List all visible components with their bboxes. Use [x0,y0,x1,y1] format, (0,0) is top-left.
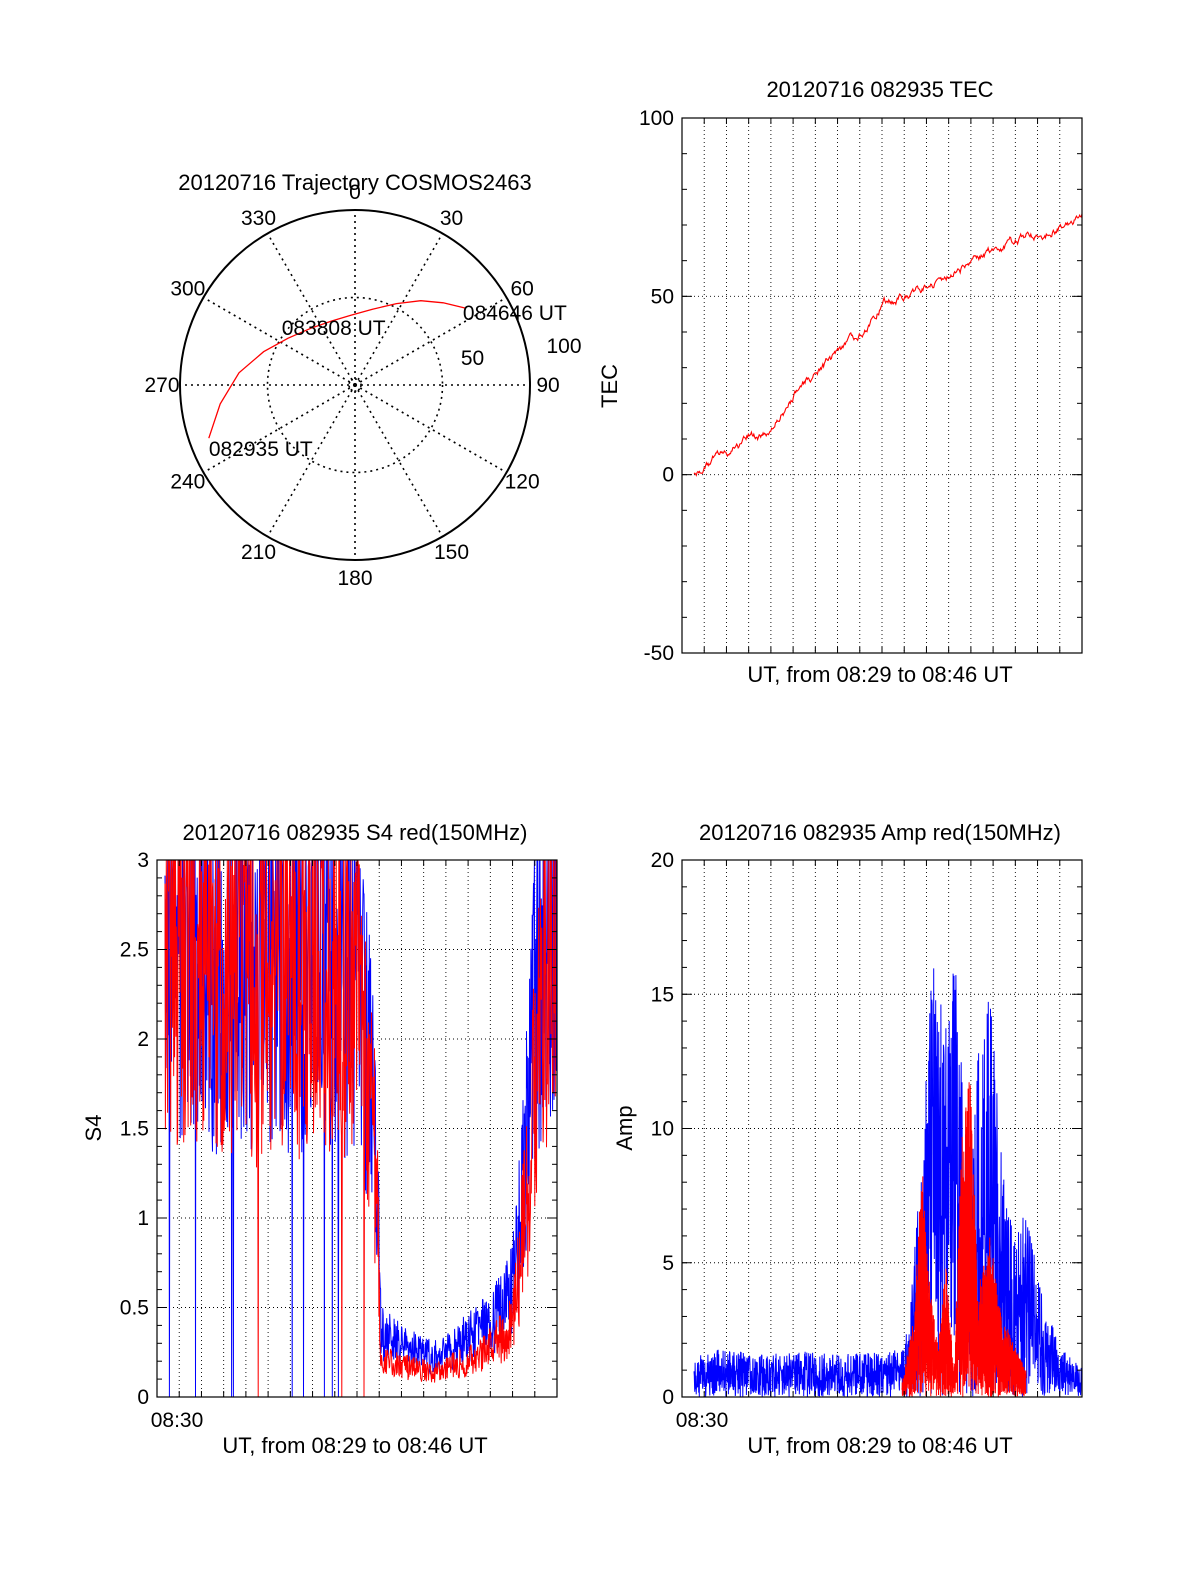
x-axis-label: UT, from 08:29 to 08:46 UT [747,662,1012,687]
y-tick-label: 15 [651,983,674,1006]
x-tick-label: 08:30 [676,1409,729,1432]
polar-radial-tick-label: 50 [461,347,484,370]
y-tick-label: 0.5 [120,1297,149,1320]
polar-grid-ring [266,296,444,474]
chart-title: 20120716 082935 S4 red(150MHz) [183,820,528,845]
polar-angle-tick-label: 270 [144,374,179,397]
x-axis-label: UT, from 08:29 to 08:46 UT [747,1433,1012,1458]
polar-angle-tick-label: 120 [505,471,540,494]
series [693,968,1083,1398]
polar-angle-tick-label: 0 [349,181,361,204]
y-tick-labels: -50 0 50 100 [639,107,674,665]
polar-grid-spoke [266,233,356,386]
polar-angle-tick-label: 150 [434,541,469,564]
amp-chart: 20120716 082935 Amp red(150MHz) 0 5 10 15 20… [612,820,1083,1458]
polar-angle-tick-label: 90 [536,374,559,397]
y-tick-label: 5 [662,1252,674,1275]
x-axis-label: UT, from 08:29 to 08:46 UT [222,1433,487,1458]
polar-trajectory-line [208,300,466,439]
polar-tick-labels: 0 30 60 90 120 150 180 210 240 270 300 330 50 100 [144,181,581,590]
polar-grid-spoke [354,233,444,386]
y-tick-label: 2.5 [120,939,149,962]
s4-chart: 20120716 082935 S4 red(150MHz) 0 0.5 1 1.5 2… [81,820,558,1458]
y-tick-label: 20 [651,849,674,872]
x-tick-labels: 08:30 [151,1409,204,1432]
series-line [693,213,1083,477]
series-line [901,1082,1027,1398]
polar-angle-tick-label: 300 [170,278,205,301]
polar-time-annotation: 084646 UT [463,302,567,325]
polar-angle-tick-label: 210 [241,541,276,564]
polar-series [208,300,466,439]
y-tick-label: 0 [662,1386,674,1409]
polar-angle-tick-label: 180 [337,567,372,590]
polar-radial-tick-label: 100 [546,335,581,358]
y-axis-label: Amp [612,1105,637,1150]
polar-grid-spoke [354,384,507,474]
polar-angle-tick-label: 60 [510,278,533,301]
chart-title: 20120716 082935 TEC [766,77,993,102]
grid [682,118,1082,653]
y-tick-label: 0 [137,1386,149,1409]
polar-grid-spoke [354,296,507,386]
y-tick-label: 1.5 [120,1118,149,1141]
y-axis-label: TEC [597,364,622,408]
grid [157,860,557,1397]
chart-title: 20120716 082935 Amp red(150MHz) [699,820,1061,845]
polar-angle-tick-label: 330 [241,207,276,230]
series [693,213,1083,477]
y-tick-label: 2 [137,1028,149,1051]
polar-grid-spoke [203,296,356,386]
polar-trajectory-chart: 20120716 Trajectory COSMOS2463 0 30 60 90 12… [144,170,581,590]
polar-grid-spoke [266,384,356,537]
x-tick-label: 08:30 [151,1409,204,1432]
polar-angle-tick-label: 240 [170,471,205,494]
polar-grid-spoke [354,384,444,537]
chart-title: 20120716 Trajectory COSMOS2463 [178,170,531,195]
x-tick-labels: 08:30 [676,1409,729,1432]
y-tick-label: -50 [644,642,674,665]
y-tick-labels: 0 5 10 15 20 [651,849,674,1409]
tick-marks [157,859,557,1398]
polar-outer-ring [179,209,531,561]
y-tick-label: 0 [662,464,674,487]
y-tick-label: 100 [639,107,674,130]
y-axis-label: S4 [81,1115,106,1142]
polar-grid-spoke [203,384,356,474]
polar-grid [180,210,530,560]
y-tick-label: 1 [137,1207,149,1230]
series-line [693,968,1083,1398]
polar-annotations: 082935 UT 083808 UT 084646 UT [209,302,567,461]
tec-chart: 20120716 082935 TEC -50 0 50 100 UT, from 0… [597,77,1083,687]
tick-marks [682,859,1082,1398]
y-tick-label: 10 [651,1118,674,1141]
y-tick-labels: 0 0.5 1 1.5 2 2.5 3 [120,849,149,1409]
tick-marks [682,117,1082,654]
y-tick-label: 50 [651,285,674,308]
polar-time-annotation: 082935 UT [209,438,313,461]
polar-time-annotation: 083808 UT [282,317,386,340]
y-tick-label: 3 [137,849,149,872]
polar-angle-tick-label: 30 [440,207,463,230]
